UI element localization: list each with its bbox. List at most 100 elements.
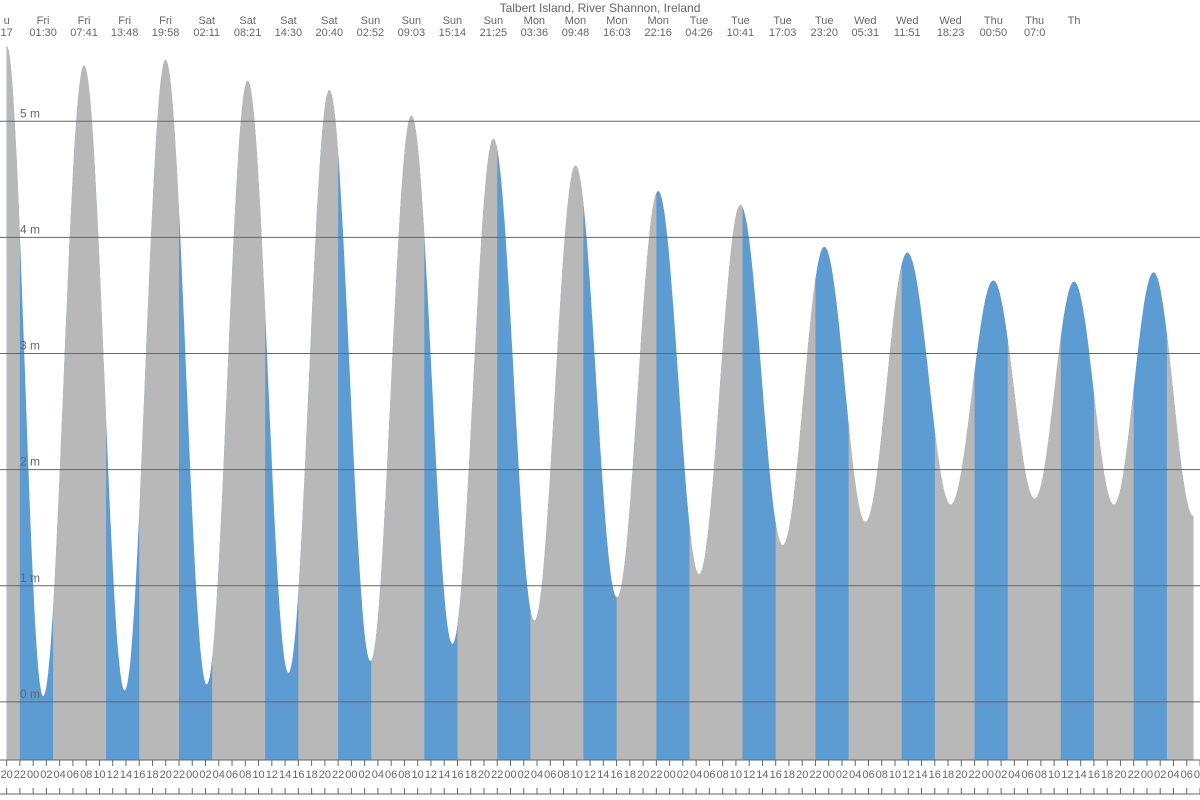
- event-time-label: 10:41: [727, 27, 755, 39]
- x-axis-hour-label: 04: [213, 769, 225, 781]
- event-day-label: Fri: [118, 15, 131, 27]
- x-axis-hour-label: 02: [359, 769, 371, 781]
- x-axis-hour-label: 00: [504, 769, 516, 781]
- x-axis-hour-label: 12: [266, 769, 278, 781]
- event-time-label: 19:58: [152, 27, 180, 39]
- x-axis-hour-label: 08: [239, 769, 251, 781]
- x-axis-hour-label: 20: [1, 769, 13, 781]
- y-axis-label: 3 m: [20, 339, 40, 353]
- x-axis-hour-label: 00: [1141, 769, 1153, 781]
- x-axis-hour-label: 12: [902, 769, 914, 781]
- x-axis-hour-label: 22: [491, 769, 503, 781]
- event-day-label: Fri: [159, 15, 172, 27]
- x-axis-hour-label: 20: [637, 769, 649, 781]
- event-time-label: 04:26: [685, 27, 713, 39]
- x-axis-hour-label: 16: [1088, 769, 1100, 781]
- x-axis-hour-label: 18: [305, 769, 317, 781]
- y-axis-label: 5 m: [20, 106, 40, 120]
- x-axis-hour-label: 00: [823, 769, 835, 781]
- event-time-label: 20:40: [316, 27, 344, 39]
- x-axis-hour-label: 00: [345, 769, 357, 781]
- x-axis-hour-label: 02: [518, 769, 530, 781]
- event-time-label: 17:03: [769, 27, 797, 39]
- x-axis-hour-label: 20: [160, 769, 172, 781]
- event-day-label: Mon: [565, 15, 586, 27]
- x-axis-hour-label: 18: [783, 769, 795, 781]
- x-axis-hour-label: 22: [809, 769, 821, 781]
- x-axis-hour-label: 08: [80, 769, 92, 781]
- y-axis-label: 4 m: [20, 222, 40, 236]
- event-time-label: 13:48: [111, 27, 139, 39]
- x-axis-hour-label: 10: [730, 769, 742, 781]
- x-axis-hour-label: 02: [836, 769, 848, 781]
- x-axis-hour-label: 00: [186, 769, 198, 781]
- x-axis-hour-label: 22: [332, 769, 344, 781]
- event-time-label: 15:14: [439, 27, 467, 39]
- event-time-label: 14:30: [275, 27, 303, 39]
- x-axis-hour-label: 06: [862, 769, 874, 781]
- x-axis-hour-label: 06: [703, 769, 715, 781]
- event-time-label: 01:30: [29, 27, 57, 39]
- x-axis-hour-label: 20: [1114, 769, 1126, 781]
- event-day-label: Sat: [280, 15, 297, 27]
- x-axis-hour-label: 06: [1021, 769, 1033, 781]
- x-axis-hour-label: 12: [1061, 769, 1073, 781]
- event-day-label: Sat: [239, 15, 256, 27]
- x-axis-hour-label: 20: [955, 769, 967, 781]
- event-time-label: 09:03: [398, 27, 426, 39]
- x-axis-hour-label: 08: [717, 769, 729, 781]
- event-day-label: Mon: [606, 15, 627, 27]
- x-axis-hour-label: 06: [226, 769, 238, 781]
- x-axis-hour-label: 02: [40, 769, 52, 781]
- x-axis-hour-label: 06: [67, 769, 79, 781]
- x-axis-hour-label: 18: [624, 769, 636, 781]
- x-axis-hour-label: 12: [425, 769, 437, 781]
- event-day-label: Tue: [773, 15, 792, 27]
- event-day-label: Fri: [78, 15, 91, 27]
- x-axis-hour-label: 14: [915, 769, 927, 781]
- tide-chart-svg: 0 m1 m2 m3 m4 m5 m2022000204060810121416…: [0, 0, 1200, 800]
- x-axis-hour-label: 22: [173, 769, 185, 781]
- x-axis-hour-label: 10: [571, 769, 583, 781]
- x-axis-hour-label: 10: [93, 769, 105, 781]
- event-time-label: 21:25: [480, 27, 508, 39]
- x-axis-hour-label: 04: [849, 769, 861, 781]
- event-time-label: 02:52: [357, 27, 385, 39]
- x-axis-hour-label: 16: [451, 769, 463, 781]
- chart-title: Talbert Island, River Shannon, Ireland: [500, 1, 701, 15]
- x-axis-hour-label: 06: [1181, 769, 1193, 781]
- event-time-label: 11:51: [894, 27, 921, 39]
- x-axis-hour-label: 20: [796, 769, 808, 781]
- x-axis-hour-label: 04: [690, 769, 702, 781]
- event-day-label: Sun: [402, 15, 422, 27]
- x-axis-hour-label: 10: [252, 769, 264, 781]
- x-axis-hour-label: 10: [1048, 769, 1060, 781]
- event-day-label: Sat: [198, 15, 215, 27]
- x-axis-hour-label: 16: [292, 769, 304, 781]
- event-day-label: Fri: [37, 15, 50, 27]
- x-axis-hour-label: 04: [372, 769, 384, 781]
- event-day-label: Tue: [690, 15, 709, 27]
- x-axis-hour-label: 16: [770, 769, 782, 781]
- event-day-label: Mon: [647, 15, 668, 27]
- x-axis-hour-label: 08: [557, 769, 569, 781]
- event-day-label: Tue: [815, 15, 834, 27]
- event-day-label: Wed: [854, 15, 876, 27]
- x-axis-hour-label: 08: [1194, 769, 1200, 781]
- x-axis-hour-label: 12: [743, 769, 755, 781]
- x-axis-hour-label: 06: [544, 769, 556, 781]
- x-axis-hour-label: 22: [14, 769, 26, 781]
- x-axis-hour-label: 16: [929, 769, 941, 781]
- event-day-label: Wed: [939, 15, 961, 27]
- event-day-label: Thu: [984, 15, 1003, 27]
- event-day-label: u: [4, 15, 10, 27]
- y-axis-label: 1 m: [20, 571, 40, 585]
- x-axis-hour-label: 08: [876, 769, 888, 781]
- x-axis-hour-label: 18: [146, 769, 158, 781]
- event-time-label: 00:50: [980, 27, 1008, 39]
- x-axis-hour-label: 10: [412, 769, 424, 781]
- event-time-label: 05:31: [852, 27, 880, 39]
- x-axis-hour-label: 22: [1128, 769, 1140, 781]
- x-axis-hour-label: 04: [1167, 769, 1179, 781]
- x-axis-hour-label: 20: [478, 769, 490, 781]
